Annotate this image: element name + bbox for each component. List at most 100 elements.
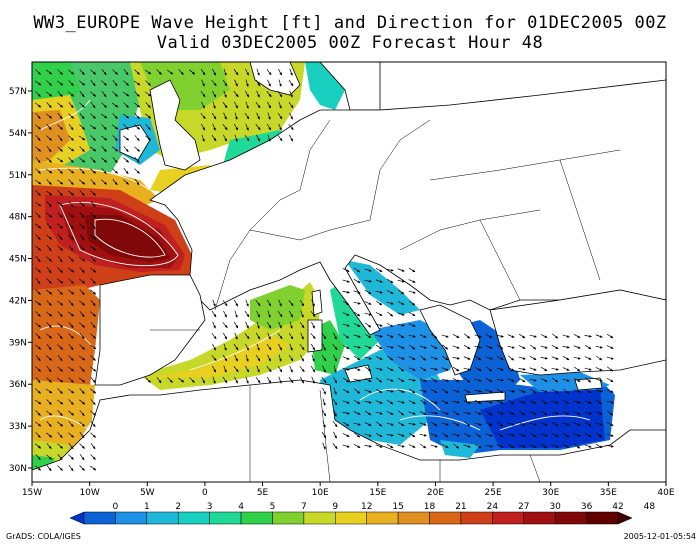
wave-arrow: [397, 377, 405, 383]
wave-arrow: [35, 223, 42, 229]
wave-arrow: [430, 367, 438, 371]
wave-arrow: [507, 411, 515, 415]
wave-arrow: [353, 345, 361, 349]
wave-arrow: [397, 268, 405, 272]
wave-arrow: [529, 378, 537, 382]
wave-arrow: [353, 432, 361, 438]
wave-arrow: [364, 433, 372, 437]
wave-arrow: [79, 344, 85, 350]
wave-arrow: [364, 279, 372, 283]
wave-arrow: [397, 312, 405, 316]
wave-arrow: [485, 389, 493, 393]
wave-arrow: [441, 399, 449, 405]
wave-arrow: [573, 366, 581, 372]
wave-arrow: [375, 388, 383, 394]
wave-arrow: [408, 344, 416, 350]
wave-arrow: [342, 312, 350, 316]
colorbar-segment: [366, 511, 399, 525]
wave-arrow: [222, 299, 228, 307]
lon-label: 15W: [22, 488, 42, 498]
wave-arrow: [267, 332, 271, 340]
wave-arrow: [408, 400, 416, 404]
wave-arrow: [89, 124, 97, 130]
wave-arrow: [222, 101, 228, 109]
wave-arrow: [342, 290, 350, 294]
colorbar: 0 1 2 3 4 5 7 9 12 15 18 21 24 27 30 36 42 48: [69, 502, 655, 525]
wave-arrow: [156, 376, 162, 384]
wave-arrow: [90, 256, 96, 262]
wave-arrow: [68, 69, 75, 75]
wave-arrow: [518, 367, 526, 371]
wave-arrow: [364, 444, 372, 448]
wave-arrow: [56, 399, 64, 405]
wave-arrow: [278, 79, 282, 87]
wave-arrow: [67, 366, 75, 372]
wave-arrow: [551, 421, 559, 427]
wave-arrow: [584, 411, 592, 415]
wave-arrow: [606, 433, 614, 437]
wave-arrow: [256, 68, 260, 76]
wave-arrow: [353, 301, 361, 305]
wave-arrow: [596, 432, 603, 438]
wave-arrow: [278, 68, 282, 76]
wave-arrow: [353, 278, 361, 284]
wave-arrow: [408, 356, 416, 360]
wave-arrow: [332, 398, 338, 406]
wave-arrow: [463, 377, 471, 383]
wave-arrow: [46, 234, 52, 240]
wave-arrow: [90, 222, 96, 230]
colorbar-segment: [240, 511, 273, 525]
wave-arrow: [332, 420, 338, 428]
wave-arrow: [529, 400, 537, 404]
wave-arrow: [79, 410, 85, 417]
wave-arrow: [288, 332, 294, 340]
wave-arrow: [46, 80, 52, 86]
wave-arrow: [386, 355, 394, 361]
wave-arrow: [212, 101, 216, 109]
wave-arrow: [397, 433, 405, 437]
wave-arrow: [46, 432, 53, 438]
wave-arrow: [233, 343, 239, 351]
wave-arrow: [419, 443, 427, 449]
wave-arrow: [46, 333, 53, 339]
wave-arrow: [375, 356, 383, 360]
wave-arrow: [364, 422, 372, 426]
wave-arrow: [518, 377, 526, 383]
wave-arrow: [68, 91, 75, 97]
wave-arrow: [354, 388, 361, 394]
wave-arrow: [529, 422, 537, 426]
wave-arrow: [585, 377, 592, 383]
wave-arrow: [463, 411, 471, 415]
wave-arrow: [322, 343, 326, 351]
wave-arrow: [397, 279, 405, 283]
wave-arrow: [397, 301, 405, 305]
wave-arrow: [430, 400, 438, 404]
wave-arrow: [101, 80, 107, 86]
wave-arrow: [244, 112, 250, 120]
wave-arrow: [386, 345, 394, 349]
wave-arrow: [90, 157, 96, 163]
wave-arrow: [408, 432, 416, 438]
wave-arrow: [375, 323, 383, 327]
wave-arrow: [364, 289, 372, 295]
wave-arrow: [68, 410, 75, 416]
wave-arrow: [452, 345, 460, 349]
wave-arrow: [386, 378, 394, 382]
wave-arrow: [430, 356, 438, 360]
wave-arrow: [101, 124, 107, 130]
wave-arrow: [101, 179, 107, 185]
wave-arrow: [89, 245, 97, 251]
wave-arrow: [233, 366, 239, 373]
wave-arrow: [496, 400, 504, 404]
wave-arrow: [419, 378, 427, 382]
wave-arrow: [57, 102, 64, 108]
wave-arrow: [452, 422, 460, 426]
wave-arrow: [200, 90, 206, 98]
wave-arrow: [562, 411, 570, 415]
wave-arrow: [397, 345, 405, 349]
wave-arrow: [68, 289, 75, 295]
wave-arrow: [79, 245, 85, 251]
wave-arrow: [79, 168, 85, 174]
wave-arrow: [167, 377, 173, 383]
